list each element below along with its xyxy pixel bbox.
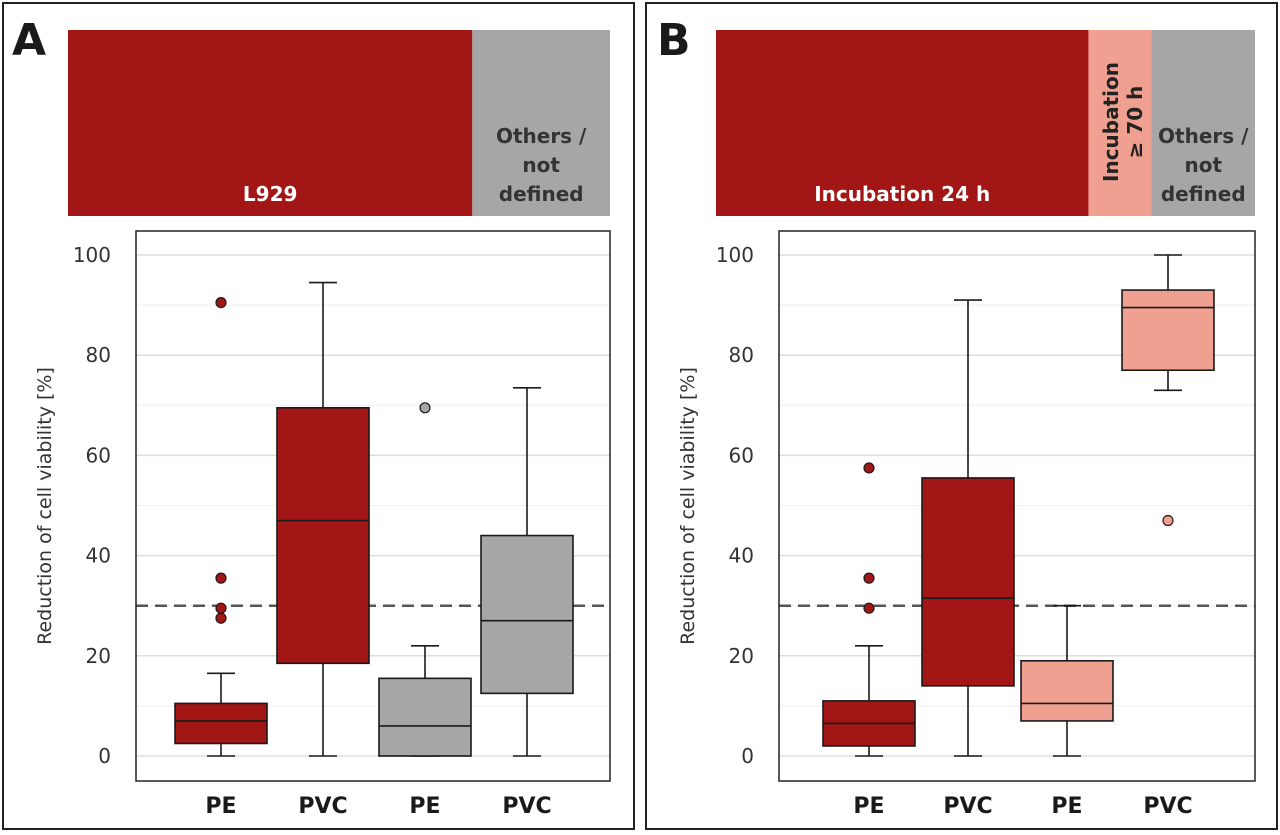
category-label: PE: [853, 794, 884, 819]
panel-a-chart: L929 Others / not defined 0 20 40 60 80 100 Reduct…: [34, 30, 611, 819]
header-segment-3: [1151, 30, 1255, 216]
y-tick-label: 80: [86, 343, 111, 367]
outlier-point: [863, 462, 875, 474]
header-segment-label: Incubation 24 h: [814, 182, 990, 206]
box-iqr: [378, 677, 472, 757]
category-label: PVC: [502, 794, 551, 819]
header-segment-label-line: Others /: [1158, 124, 1249, 148]
box-iqr: [276, 407, 370, 665]
header-segment-label-line: ≥ 70 h: [1123, 86, 1147, 159]
y-tick-label: 60: [729, 443, 754, 467]
box-iqr: [174, 702, 268, 745]
y-tick-label: 100: [73, 243, 111, 267]
header-segment-label-line: defined: [1161, 182, 1246, 206]
header-segment-label: L929: [243, 182, 298, 206]
box-iqr: [1020, 660, 1114, 722]
outlier-point: [1162, 514, 1174, 527]
outlier-point: [215, 572, 227, 584]
panel-b-letter: B: [657, 15, 691, 66]
y-tick-label: 80: [729, 343, 754, 367]
header-segment-label-line: Incubation: [1099, 62, 1123, 182]
header-segment-label-line: not: [522, 153, 560, 177]
header-segment-label: Others / not defined: [496, 124, 587, 206]
y-tick-label: 0: [98, 744, 111, 768]
outlier-point: [215, 296, 227, 309]
outlier-point: [863, 602, 875, 614]
plot-frame: [778, 230, 1256, 782]
category-label: PE: [205, 794, 236, 819]
y-tick-label: 100: [716, 243, 754, 267]
category-label: PVC: [943, 794, 992, 819]
box-iqr: [921, 477, 1015, 687]
header-segment-1: [716, 30, 1089, 216]
panel-b-chart: Incubation 24 h Incubation≥ 70 h Others / n…: [677, 30, 1256, 819]
category-label: PE: [409, 794, 440, 819]
y-tick-label: 0: [741, 744, 754, 768]
header-segment-label-line: not: [1184, 153, 1222, 177]
y-tick-label: 40: [729, 544, 754, 568]
outlier-point: [215, 602, 227, 614]
category-label: PVC: [1143, 794, 1192, 819]
header-segment-2: [472, 30, 610, 216]
box-iqr: [480, 534, 574, 695]
y-tick-label: 60: [86, 443, 111, 467]
y-axis-title: Reduction of cell viability [%]: [677, 367, 699, 645]
panel-a-letter: A: [12, 15, 46, 66]
y-axis-title: Reduction of cell viability [%]: [34, 367, 56, 645]
y-tick-label: 20: [729, 644, 754, 668]
y-tick-label: 40: [86, 544, 111, 568]
outlier-point: [215, 612, 227, 624]
category-label: PVC: [298, 794, 347, 819]
header-segment-label: Others / not defined: [1158, 124, 1249, 206]
y-tick-label: 20: [86, 644, 111, 668]
outlier-point: [863, 572, 875, 584]
header-segment-1: [68, 30, 473, 216]
category-label: PE: [1051, 794, 1082, 819]
plot-frame: [135, 230, 611, 782]
header-segment-label: Incubation≥ 70 h: [1099, 62, 1147, 182]
header-segment-2: [1088, 30, 1152, 216]
header-segment-label-line: Others /: [496, 124, 587, 148]
outlier-point: [419, 402, 431, 414]
box-iqr: [1121, 289, 1215, 372]
header-segment-label-line: defined: [499, 182, 584, 206]
